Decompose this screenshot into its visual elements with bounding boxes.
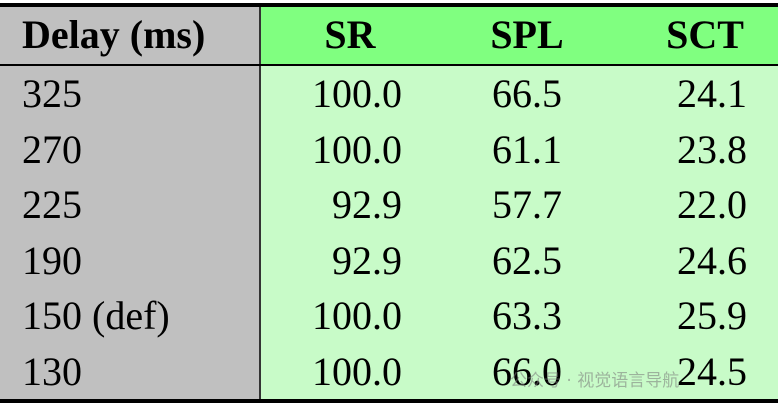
column-divider xyxy=(259,5,261,400)
row-label: 150 (def) xyxy=(22,293,170,338)
data-cell: 61.1 xyxy=(492,126,562,172)
data-cell: 25.9 xyxy=(677,293,747,338)
header-cell: SPL xyxy=(490,12,564,57)
data-cell: 22.0 xyxy=(677,182,747,227)
header-rule xyxy=(0,64,778,66)
data-cell: 62.5 xyxy=(492,237,562,283)
data-cell: 100.0 xyxy=(312,348,402,394)
row-label: 325 xyxy=(22,71,82,116)
data-cell: 63.3 xyxy=(492,293,562,338)
header-cell: SCT xyxy=(666,12,744,57)
data-cell: 23.8 xyxy=(677,126,747,172)
row-label: 190 xyxy=(22,237,82,283)
body-bg xyxy=(260,65,778,400)
bottom-rule xyxy=(0,399,778,403)
header-cell: Delay (ms) xyxy=(22,12,206,57)
data-cell: 92.9 xyxy=(332,237,402,283)
data-cell: 100.0 xyxy=(312,126,402,172)
data-cell: 24.5 xyxy=(677,348,747,394)
data-cell: 66.0 xyxy=(492,348,562,394)
data-cell: 24.6 xyxy=(677,237,747,283)
top-rule xyxy=(0,3,778,7)
data-cell: 100.0 xyxy=(312,293,402,338)
header-bg xyxy=(260,5,778,65)
watermark: 公众号 · 视觉语言导航 xyxy=(510,371,680,391)
row-label: 270 xyxy=(22,126,82,172)
data-cell: 92.9 xyxy=(332,182,402,227)
header-cell: SR xyxy=(324,12,376,57)
data-cell: 24.1 xyxy=(677,71,747,116)
data-cell: 66.5 xyxy=(492,71,562,116)
data-cell: 57.7 xyxy=(492,182,562,227)
row-label: 130 xyxy=(22,348,82,394)
first-column-bg xyxy=(0,5,260,400)
data-cell: 100.0 xyxy=(312,71,402,116)
row-label: 225 xyxy=(22,182,82,227)
